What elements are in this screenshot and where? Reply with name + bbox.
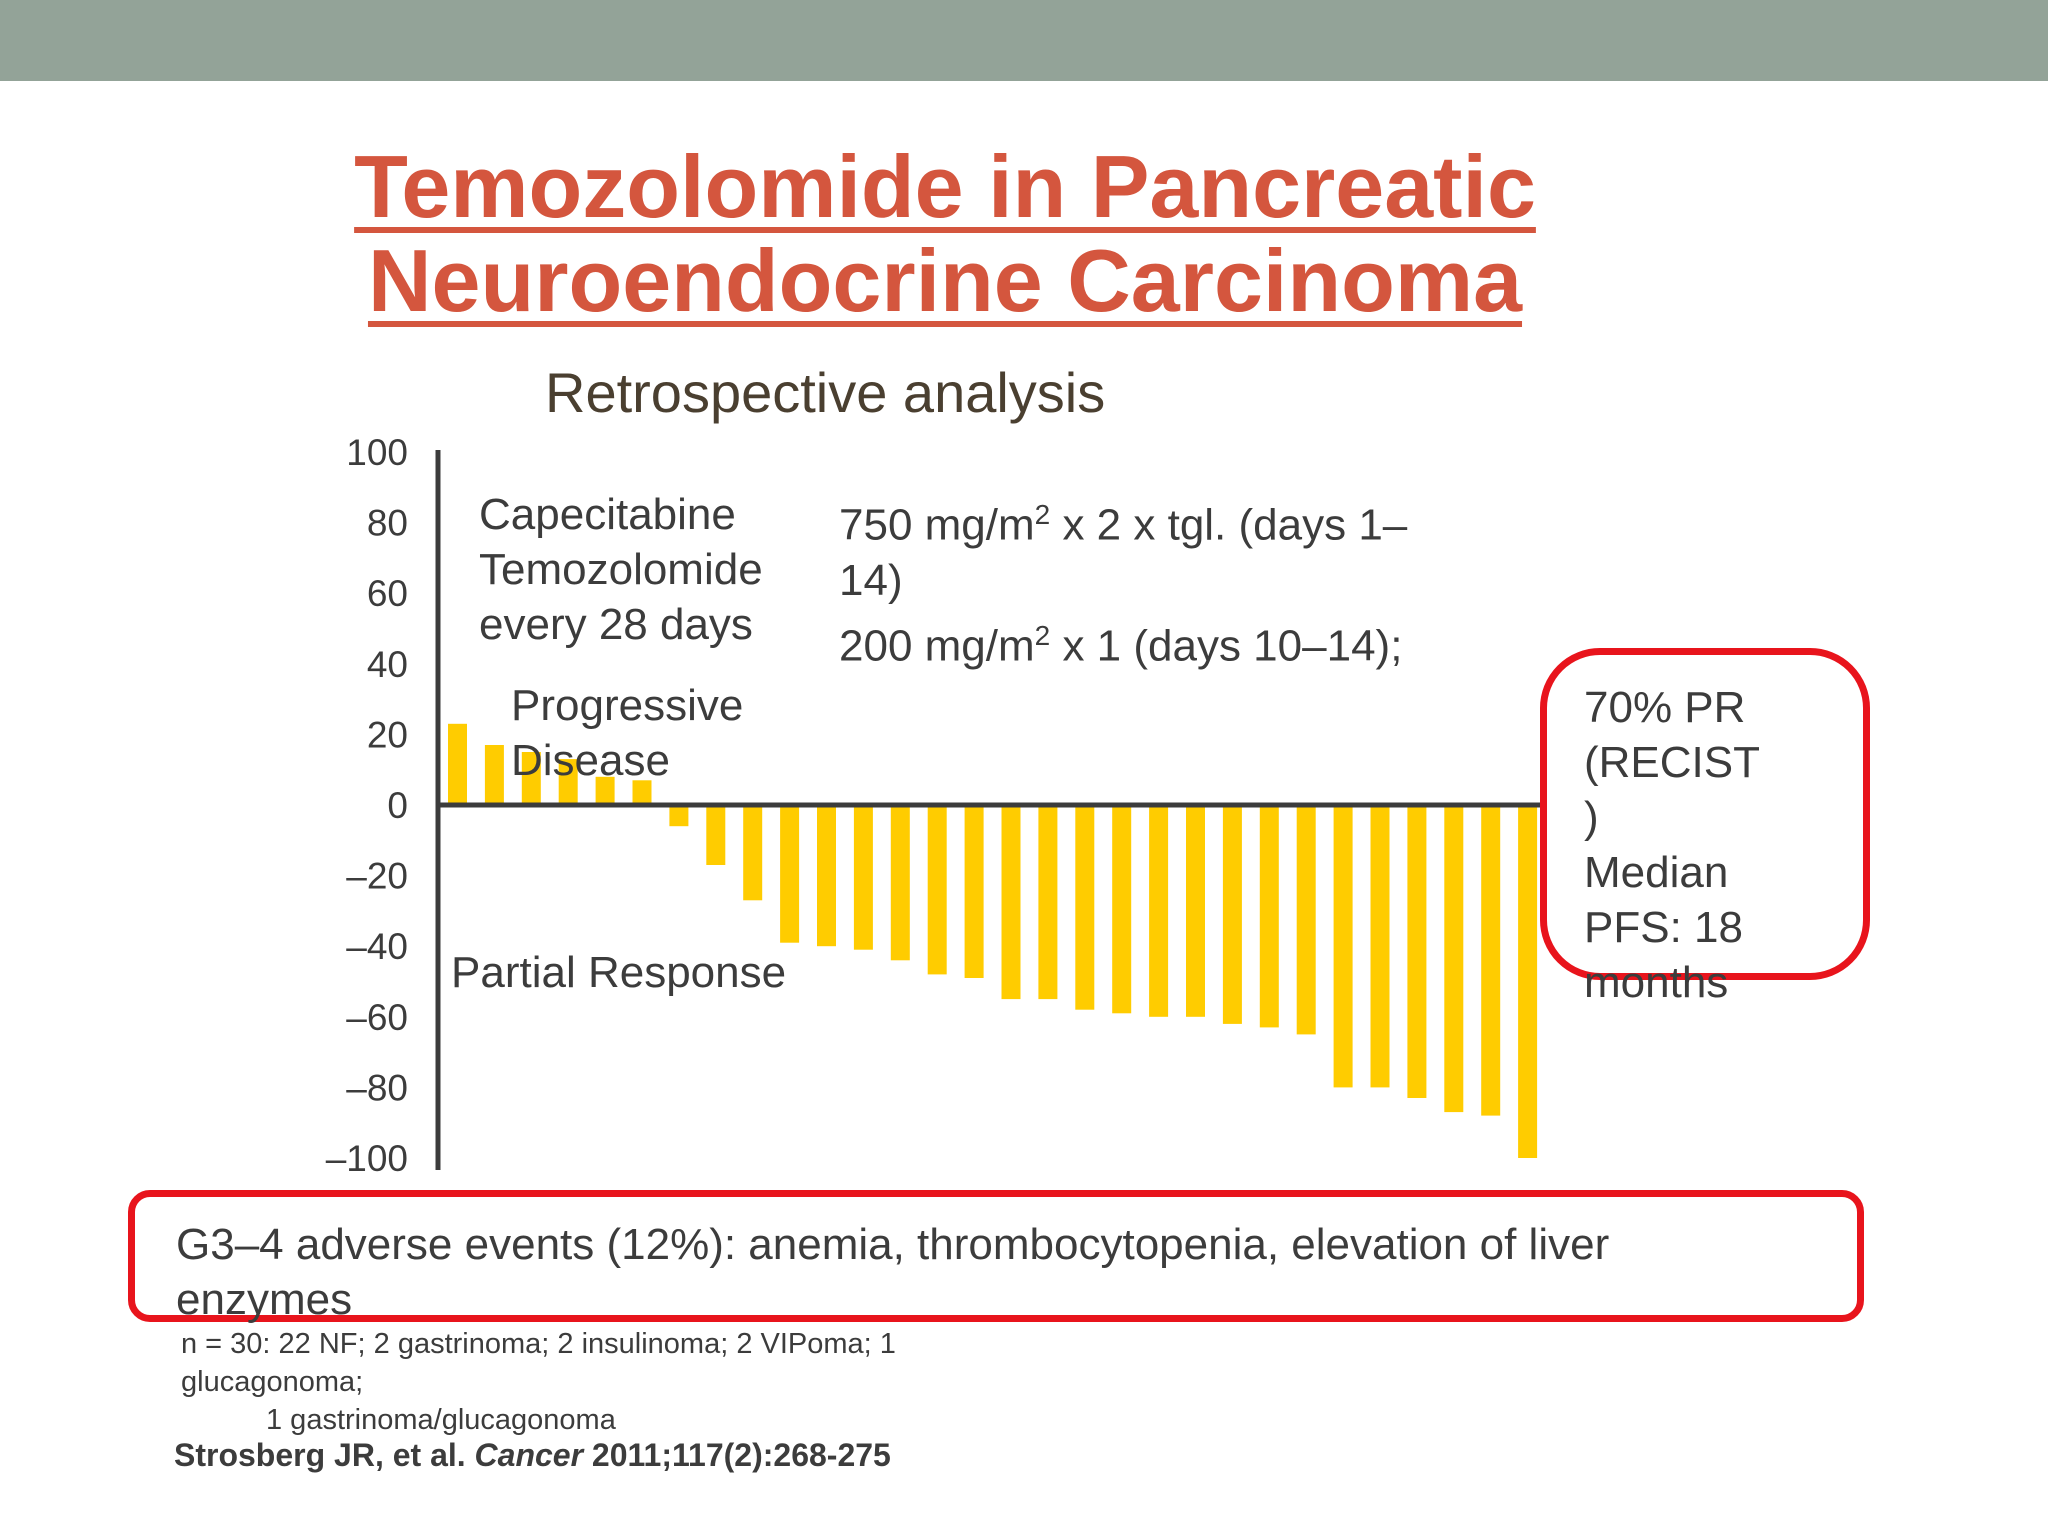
y-tick-label: –40 xyxy=(346,926,408,967)
bar-patient-5 xyxy=(595,776,615,805)
bar-patient-16 xyxy=(1001,805,1021,1000)
progressive-disease-label: Progressive Disease xyxy=(511,681,744,785)
bar-patient-21 xyxy=(1186,805,1205,1017)
bar-patient-30 xyxy=(1518,805,1538,1158)
y-tick-label: 20 xyxy=(367,714,408,755)
y-tick-label: 80 xyxy=(367,503,408,544)
y-tick-label: –20 xyxy=(346,856,408,897)
title-line-1: Temozolomide in Pancreatic xyxy=(354,137,1536,236)
dose-list: 750 mg/m2 x 2 x tgl. (days 1– 14) 200 mg… xyxy=(839,487,1407,673)
top-banner xyxy=(0,0,2048,81)
bar-patient-7 xyxy=(669,805,689,827)
bar-group xyxy=(448,723,1538,1158)
bar-patient-9 xyxy=(743,805,763,901)
population-footnote: n = 30: 22 NF; 2 gastrinoma; 2 insulinom… xyxy=(181,1328,896,1436)
bar-patient-29 xyxy=(1481,805,1501,1116)
bar-patient-3 xyxy=(521,752,541,805)
bar-patient-11 xyxy=(817,805,836,947)
bar-patient-13 xyxy=(890,805,910,961)
y-tick-label: –60 xyxy=(346,997,408,1038)
chart-subtitle: Retrospective analysis xyxy=(545,361,1106,424)
bar-patient-1 xyxy=(448,723,467,805)
y-tick-label: 40 xyxy=(367,644,408,685)
adverse-events-highlight-box xyxy=(128,1190,1864,1322)
adverse-events-text: G3–4 adverse events (12%): anemia, throm… xyxy=(176,1220,1610,1324)
bar-patient-23 xyxy=(1259,805,1279,1028)
dose-capecitabine-cont: 14) xyxy=(839,555,903,605)
drug-capecitabine: Capecitabine xyxy=(479,490,736,539)
y-axis-ticks: 100 80 60 40 20 0 –20 –40 –60 –80 –100 xyxy=(326,432,408,1179)
bar-patient-25 xyxy=(1333,805,1353,1088)
bar-patient-10 xyxy=(780,805,800,943)
slide-title: Temozolomide in Pancreatic Neuroendocrin… xyxy=(330,140,1560,328)
bar-patient-27 xyxy=(1407,805,1427,1098)
bar-patient-2 xyxy=(484,745,504,805)
summary-highlight-box xyxy=(1540,648,1870,980)
bar-patient-22 xyxy=(1222,805,1242,1024)
bar-patient-20 xyxy=(1149,805,1169,1017)
title-line-2: Neuroendocrine Carcinoma xyxy=(367,231,1523,330)
bar-patient-18 xyxy=(1075,805,1095,1010)
bar-patient-26 xyxy=(1370,805,1390,1088)
y-tick-label: 100 xyxy=(346,432,408,473)
summary-text: 70% PR (RECIST ) Median PFS: 18 months xyxy=(1584,683,1760,1007)
dose-temozolomide: 200 mg/m2 x 1 (days 10–14); xyxy=(839,619,1403,671)
bar-patient-8 xyxy=(706,805,726,865)
dose-capecitabine: 750 mg/m2 x 2 x tgl. (days 1– xyxy=(839,499,1408,550)
bar-patient-15 xyxy=(964,805,984,978)
y-tick-label: –80 xyxy=(346,1067,408,1108)
y-tick-label: –100 xyxy=(326,1138,408,1179)
drug-list: Capecitabine Temozolomide every 28 days xyxy=(479,487,763,652)
citation: Strosberg JR, et al. Cancer 2011;117(2):… xyxy=(174,1437,891,1473)
partial-response-label: Partial Response xyxy=(451,948,787,997)
bar-patient-19 xyxy=(1112,805,1132,1014)
y-tick-label: 60 xyxy=(367,573,408,614)
bar-patient-17 xyxy=(1038,805,1058,1000)
drug-temozolomide: Temozolomide xyxy=(479,545,763,594)
bar-patient-12 xyxy=(853,805,873,950)
y-tick-label: 0 xyxy=(387,785,408,826)
bar-patient-24 xyxy=(1296,805,1316,1035)
cycle-schedule: every 28 days xyxy=(479,600,753,649)
bar-patient-6 xyxy=(632,780,652,805)
bar-patient-14 xyxy=(927,805,947,975)
bar-patient-28 xyxy=(1444,805,1464,1113)
bar-patient-4 xyxy=(558,759,578,805)
